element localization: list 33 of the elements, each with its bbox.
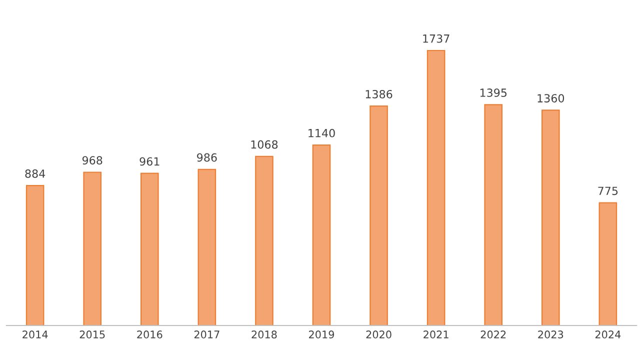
- x-tick-label: 2020: [366, 330, 392, 338]
- data-label: 1386: [366, 90, 392, 98]
- x-tick-label: 2021: [424, 330, 448, 338]
- bar: [484, 104, 503, 326]
- x-tick-label: 2024: [595, 330, 621, 338]
- bar: [26, 184, 44, 326]
- data-label: 1140: [308, 128, 335, 138]
- bar: [198, 168, 216, 326]
- bar: [541, 110, 560, 326]
- x-tick-label: 2023: [538, 330, 564, 338]
- data-label: 1068: [251, 140, 278, 149]
- x-tick-label: 2022: [480, 330, 506, 338]
- x-tick-label: 2016: [137, 330, 162, 338]
- bar: [598, 202, 618, 326]
- x-tick-label: 2014: [22, 330, 48, 338]
- bar: [255, 156, 274, 326]
- x-tick-label: 2019: [309, 330, 334, 338]
- x-tick-label: 2017: [194, 330, 220, 338]
- x-tick-label: 2015: [80, 330, 105, 338]
- data-label: 968: [82, 156, 102, 165]
- data-label: 884: [25, 169, 46, 178]
- bar: [83, 172, 102, 326]
- x-tick-label: 2018: [252, 330, 277, 338]
- bar: [426, 50, 446, 326]
- bar: [140, 172, 159, 326]
- data-label: 1737: [423, 34, 450, 43]
- bar: [312, 144, 331, 326]
- data-label: 961: [140, 157, 160, 166]
- data-label: 986: [197, 153, 217, 162]
- bar: [370, 106, 388, 326]
- data-label: 1360: [538, 94, 564, 102]
- data-label: 1395: [480, 88, 507, 97]
- data-label: 775: [598, 186, 618, 196]
